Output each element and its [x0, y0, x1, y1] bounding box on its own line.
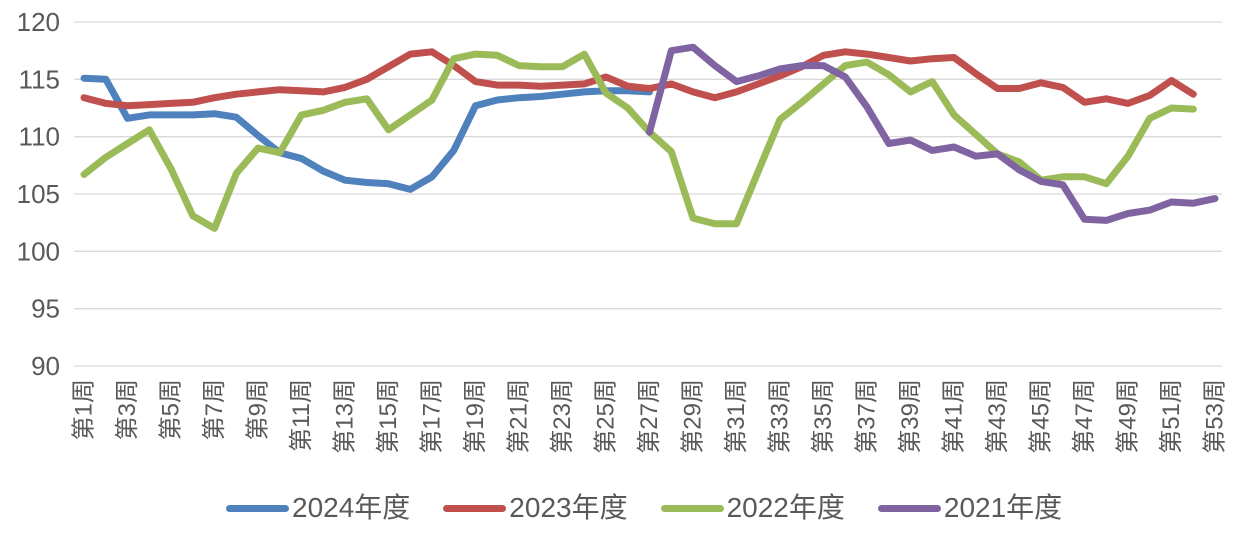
x-tick-label-week-41: 第41周 [941, 379, 968, 454]
y-tick-label-100: 100 [17, 236, 60, 266]
legend-label-2024年度: 2024年度 [292, 492, 411, 523]
x-tick-label-week-3: 第3周 [114, 379, 141, 440]
x-tick-label-week-35: 第35周 [810, 379, 837, 454]
x-tick-label-week-5: 第5周 [158, 379, 185, 440]
x-tick-label-week-21: 第21周 [506, 379, 533, 454]
x-tick-label-week-7: 第7周 [201, 379, 228, 440]
x-tick-label-week-11: 第11周 [288, 379, 315, 452]
x-tick-label-week-51: 第51周 [1158, 379, 1185, 454]
x-tick-label-week-33: 第33周 [767, 379, 794, 454]
legend-label-2023年度: 2023年度 [509, 492, 628, 523]
x-tick-label-week-53: 第53周 [1202, 379, 1229, 454]
y-axis-labels: 90 95 100 105 110 115 120 [17, 7, 60, 381]
legend-item-2024年度[interactable]: 2024年度 [226, 494, 410, 522]
x-tick-label-week-43: 第43周 [984, 379, 1011, 454]
x-tick-label-week-27: 第27周 [636, 379, 663, 454]
legend-item-2021年度[interactable]: 2021年度 [877, 492, 1063, 523]
series-line-2022年度[interactable] [80, 50, 1197, 232]
y-tick-label-115: 115 [19, 64, 60, 94]
legend-label-2022年度: 2022年度 [726, 492, 845, 523]
series-lines [80, 43, 1219, 232]
legend-label-2021年度: 2021年度 [943, 492, 1063, 523]
y-tick-label-95: 95 [31, 294, 60, 324]
y-tick-label-110: 110 [19, 122, 60, 152]
x-tick-label-week-47: 第47周 [1071, 379, 1098, 454]
series-line-2024年度[interactable] [80, 74, 653, 193]
legend-swatch-2023年度 [443, 504, 507, 512]
legend-item-2023年度[interactable]: 2023年度 [443, 492, 628, 523]
x-tick-label-week-25: 第25周 [593, 379, 620, 454]
x-axis-labels: 第1周 第3周 第5周 第7周 第9周 第11周 第13周 第15周 第17周 第19周 第21周第… [71, 379, 1229, 454]
x-tick-label-week-17: 第17周 [419, 379, 446, 454]
x-tick-label-week-19: 第19周 [462, 379, 489, 454]
x-tick-label-week-37: 第37周 [854, 379, 881, 454]
legend: 2024年度 2023年度 2022年度 2021年度 [226, 488, 1062, 528]
x-tick-label-week-31: 第31周 [723, 379, 750, 454]
x-tick-label-week-45: 第45周 [1028, 379, 1055, 454]
x-tick-label-week-1: 第1周 [71, 379, 98, 440]
legend-swatch-2022年度 [660, 504, 724, 512]
x-tick-label-week-49: 第49周 [1115, 379, 1142, 454]
series-line-2023年度[interactable] [80, 48, 1197, 110]
x-tick-label-week-15: 第15周 [375, 379, 402, 454]
x-tick-label-week-9: 第9周 [245, 379, 272, 440]
legend-swatch-2024年度 [226, 504, 289, 512]
y-tick-label-105: 105 [17, 179, 60, 209]
x-tick-label-week-13: 第13周 [332, 379, 359, 454]
x-tick-label-week-29: 第29周 [680, 379, 707, 454]
legend-item-2022年度[interactable]: 2022年度 [660, 492, 845, 523]
series-line-2021年度[interactable] [646, 43, 1219, 224]
legend-swatch-2021年度 [877, 504, 941, 512]
y-tick-label-120: 120 [17, 7, 60, 37]
x-tick-label-week-23: 第23周 [549, 379, 576, 454]
y-tick-label-90: 90 [31, 351, 60, 381]
gridlines [74, 21, 1222, 367]
x-tick-label-week-39: 第39周 [897, 379, 924, 454]
